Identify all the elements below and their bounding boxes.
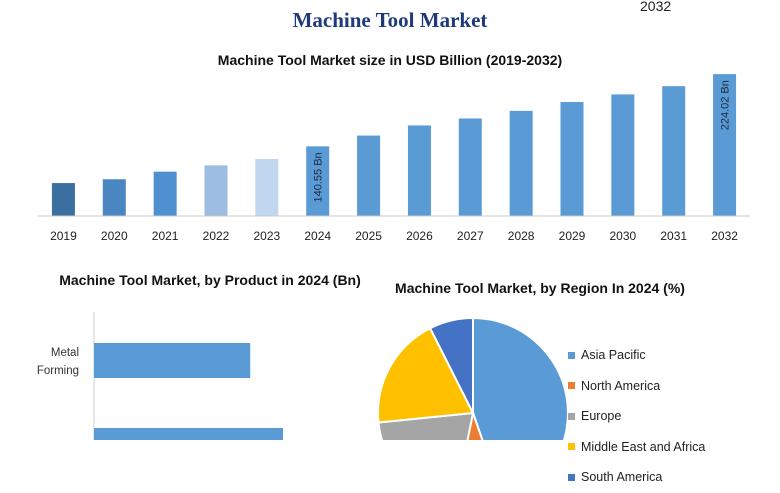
x-tick-label-2024: 2024 bbox=[304, 229, 331, 243]
pie-slice-europe bbox=[377, 411, 475, 440]
x-tick-label-2019: 2019 bbox=[50, 229, 77, 243]
x-tick-label-2028: 2028 bbox=[508, 229, 535, 243]
pie-slice-middle-east-and-africa bbox=[377, 326, 475, 424]
data-label-2032: 224.02 Bn bbox=[720, 80, 732, 130]
market-size-chart-title: Machine Tool Market size in USD Billion … bbox=[217, 52, 563, 68]
pie-slice-south-america bbox=[428, 316, 474, 414]
bar-2020 bbox=[102, 179, 126, 216]
legend-item-north-america: North America bbox=[568, 371, 705, 402]
page-title: Machine Tool Market bbox=[292, 8, 488, 32]
product-label-line1: Metal bbox=[51, 347, 79, 359]
bar-2029 bbox=[560, 102, 584, 216]
legend-item-asia-pacific: Asia Pacific bbox=[568, 340, 705, 371]
x-tick-label-2023: 2023 bbox=[254, 229, 281, 243]
legend-swatch-north-america bbox=[568, 382, 575, 390]
legend-label-asia-pacific: Asia Pacific bbox=[581, 348, 646, 363]
legend-label-europe: Europe bbox=[581, 409, 622, 424]
pie-slice-asia-pacific bbox=[472, 316, 569, 440]
bar-2022 bbox=[204, 165, 228, 216]
product-chart-title: Machine Tool Market, by Product in 2024 … bbox=[59, 272, 361, 288]
x-tick-label-2022: 2022 bbox=[203, 229, 230, 243]
legend-swatch-europe bbox=[568, 412, 575, 420]
x-tick-label-2030: 2030 bbox=[610, 229, 637, 243]
x-tick-label-2025: 2025 bbox=[355, 229, 382, 243]
legend-label-south-america: South America bbox=[581, 470, 663, 485]
bar-2031 bbox=[662, 86, 686, 217]
pie-slice-north-america bbox=[466, 409, 484, 440]
bar-2025 bbox=[357, 135, 381, 216]
bar-2032 bbox=[713, 74, 737, 216]
charts-canvas: 2019 2020 2021 2022 2023 2024 140.55 Bn 2025 202… bbox=[37, 74, 750, 440]
legend-swatch-middle-east-and-africa bbox=[568, 443, 575, 451]
product-label-line2: Forming bbox=[37, 365, 79, 377]
legend-item-middle-east-and-africa: Middle East and Africa bbox=[568, 432, 705, 463]
market-size-bar-chart: 2019 2020 2021 2022 2023 2024 140.55 Bn 2025 202… bbox=[38, 74, 750, 243]
region-chart-title: Machine Tool Market, by Region In 2024 (… bbox=[395, 280, 685, 296]
legend-swatch-south-america bbox=[568, 473, 575, 481]
region-pie-legend: Asia Pacific North America Europe Middle Ea… bbox=[568, 340, 705, 493]
product-bar-0 bbox=[94, 343, 251, 378]
bar-2026 bbox=[407, 125, 431, 216]
bar-2021 bbox=[153, 171, 177, 216]
product-bar-1 bbox=[94, 428, 283, 440]
bar-2019 bbox=[51, 183, 75, 216]
x-tick-label-2026: 2026 bbox=[406, 229, 433, 243]
region-pie-chart bbox=[377, 316, 569, 440]
x-tick-label-2031: 2031 bbox=[660, 229, 687, 243]
x-tick-label-2029: 2029 bbox=[559, 229, 586, 243]
bar-2023 bbox=[255, 159, 279, 216]
bar-2030 bbox=[611, 94, 635, 216]
legend-swatch-asia-pacific bbox=[568, 351, 575, 359]
x-tick-label-2032: 2032 bbox=[711, 229, 738, 243]
legend-label-middle-east-and-africa: Middle East and Africa bbox=[581, 439, 706, 454]
product-bar-chart: Metal Forming bbox=[37, 312, 283, 440]
x-tick-label-2021: 2021 bbox=[152, 229, 179, 243]
legend-item-europe: Europe bbox=[568, 401, 705, 432]
bar-2028 bbox=[509, 110, 533, 216]
corner-year-label: 2032 bbox=[640, 0, 672, 14]
legend-label-north-america: North America bbox=[581, 378, 661, 393]
legend-item-south-america: South America bbox=[568, 462, 705, 493]
data-label-2024: 140.55 Bn bbox=[313, 152, 325, 202]
x-tick-label-2027: 2027 bbox=[457, 229, 484, 243]
bar-2027 bbox=[458, 118, 482, 216]
x-tick-label-2020: 2020 bbox=[101, 229, 128, 243]
bar-2024 bbox=[306, 146, 330, 216]
